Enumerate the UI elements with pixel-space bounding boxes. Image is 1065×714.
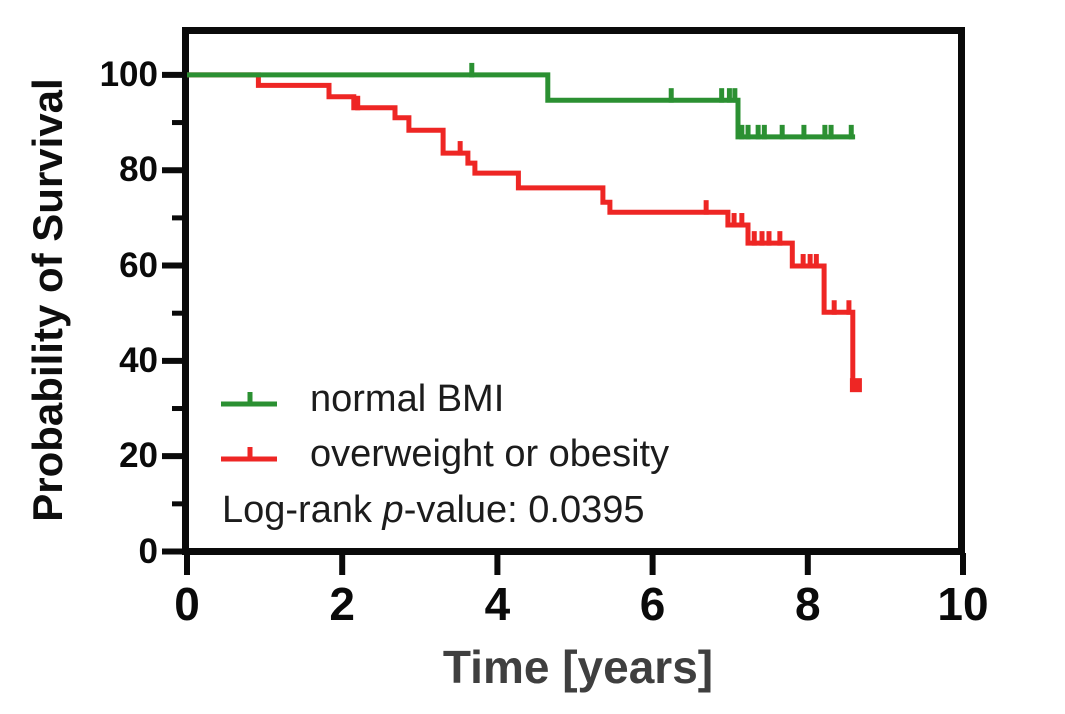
x-axis-title: Time [years] <box>442 641 714 693</box>
series-line-overweight-or-obesity <box>187 72 860 388</box>
log-rank-annotation: Log-rank p-value: 0.0395 <box>222 489 645 532</box>
legend-item-overweight-or-obesity: overweight or obesity <box>219 427 669 482</box>
x-tick-label: 0 <box>174 578 200 630</box>
y-tick-label: 0 <box>138 531 158 571</box>
x-tick-label: 6 <box>639 578 666 630</box>
legend-label: overweight or obesity <box>310 433 670 475</box>
x-tick-label: 2 <box>329 578 355 630</box>
plot-frame <box>182 27 965 555</box>
x-tick-label: 10 <box>937 578 989 630</box>
legend: normal BMI overweight or obesity <box>219 372 669 482</box>
x-tick-label: 8 <box>795 578 821 630</box>
y-tick-label: 80 <box>119 150 158 190</box>
legend-line-censor-icon <box>221 446 277 461</box>
y-axis-title: Probability of Survival <box>24 78 71 522</box>
x-tick-label: 4 <box>484 578 511 630</box>
y-tick-label: 60 <box>119 245 158 285</box>
legend-item-normal-bmi: normal BMI <box>219 372 669 427</box>
annotation-prefix: Log-rank <box>222 489 383 531</box>
annotation-p-italic: p <box>382 489 404 531</box>
annotation-suffix: -value: 0.0395 <box>403 489 645 531</box>
legend-line-censor-icon <box>221 391 277 406</box>
legend-label: normal BMI <box>310 378 505 420</box>
y-tick-label: 40 <box>119 340 158 380</box>
y-tick-label: 20 <box>119 436 158 476</box>
end-marker-overweight-or-obesity <box>849 378 862 393</box>
y-tick-label: 100 <box>99 54 158 94</box>
